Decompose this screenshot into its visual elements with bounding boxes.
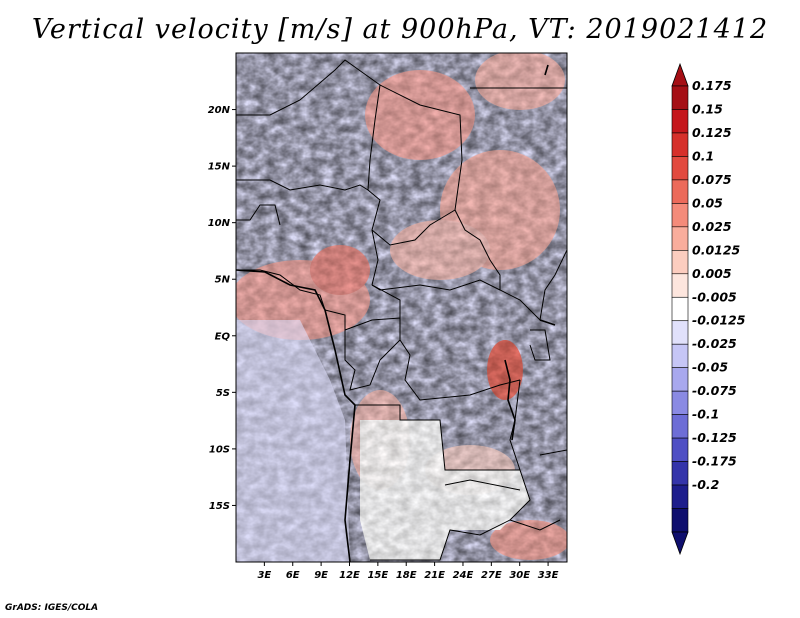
colorbar-swatch [671, 296, 689, 322]
colorbar-label: 0.0125 [692, 242, 741, 257]
colorbar-swatch [671, 461, 689, 486]
colorbar-label: -0.025 [692, 336, 737, 351]
x-tick-label: 33E [538, 570, 559, 581]
x-axis: 3E 6E 9E 12E 15E 18E 21E 24E 27E 30E 33E [257, 562, 559, 581]
x-tick-label: 18E [396, 570, 417, 581]
colorbar-swatch [671, 390, 689, 415]
map-frame [235, 52, 568, 563]
colorbar-label: -0.1 [692, 407, 719, 422]
y-tick-label: 15S [209, 501, 230, 512]
colorbar-swatch [671, 367, 689, 392]
colorbar-label: -0.005 [692, 289, 737, 304]
colorbar-swatch [671, 320, 689, 345]
colorbar-label: -0.2 [692, 477, 719, 492]
colorbar-swatch [671, 132, 689, 157]
coastline [236, 64, 556, 562]
colorbar-swatch [671, 156, 689, 181]
x-tick-label: 9E [314, 570, 328, 581]
credit-text: GrADS: IGES/COLA [5, 603, 99, 613]
colorbar-label: 0.075 [692, 172, 732, 187]
colorbar-label: 0.15 [692, 102, 723, 117]
colorbar-swatch [671, 85, 689, 110]
y-tick-label: 20N [208, 105, 231, 116]
colorbar-label: 0.025 [692, 219, 732, 234]
y-tick-label: 10S [209, 444, 230, 455]
colorbar-label: -0.125 [692, 430, 737, 445]
colorbar-swatch [671, 226, 689, 251]
colorbar-swatch [671, 179, 689, 204]
colorbar-label: -0.0125 [692, 313, 746, 328]
colorbar-swatch [671, 273, 689, 298]
y-tick-label: 5S [216, 388, 230, 399]
colorbar-label: 0.05 [692, 195, 723, 210]
colorbar-swatch [671, 414, 689, 439]
colorbar-swatch [671, 109, 689, 134]
colorbar-top-arrow [671, 62, 689, 87]
colorbar-label: 0.005 [692, 266, 732, 281]
colorbar-bottom-arrow [671, 531, 689, 556]
colorbar-swatch [671, 203, 689, 228]
colorbar-label: -0.05 [692, 360, 728, 375]
colorbar-swatch [671, 508, 689, 533]
x-tick-label: 6E [286, 570, 300, 581]
colorbar: 0.175 0.15 0.125 0.1 0.075 0.05 0.025 0.0125 0.0… [671, 62, 746, 556]
y-tick-label: 10N [208, 218, 231, 229]
y-tick-label: 5N [215, 275, 231, 286]
colorbar-swatch [671, 250, 689, 275]
x-tick-label: 3E [257, 570, 271, 581]
colorbar-swatch [671, 343, 689, 368]
y-axis: 20N 15N 10N 5N EQ 5S 10S 15S [208, 105, 236, 512]
colorbar-label: 0.125 [692, 125, 732, 140]
x-tick-label: 15E [367, 570, 388, 581]
colorbar-swatch [671, 437, 689, 462]
x-tick-label: 27E [481, 570, 502, 581]
colorbar-label: -0.075 [692, 383, 737, 398]
x-tick-label: 12E [339, 570, 360, 581]
colorbar-label: 0.1 [692, 148, 714, 163]
colorbar-label: 0.175 [692, 78, 732, 93]
colorbar-label: -0.175 [692, 454, 737, 469]
x-tick-label: 21E [424, 570, 445, 581]
velocity-field [236, 53, 567, 562]
y-tick-label: EQ [215, 331, 231, 342]
x-tick-label: 30E [509, 570, 530, 581]
y-tick-label: 15N [208, 162, 231, 173]
colorbar-swatch [671, 484, 689, 509]
chart-title: Vertical velocity [m/s] at 900hPa, VT: 2… [31, 14, 769, 45]
x-tick-label: 24E [453, 570, 474, 581]
